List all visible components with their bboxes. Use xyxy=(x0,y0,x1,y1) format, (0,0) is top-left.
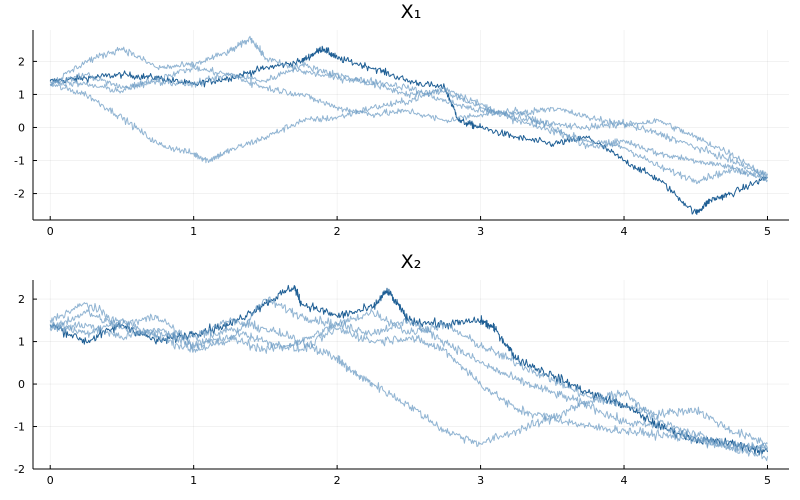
series-line xyxy=(49,296,768,462)
series-line xyxy=(49,302,768,451)
series-line xyxy=(49,62,768,181)
x-tick-label: 3 xyxy=(477,474,484,487)
series-line xyxy=(49,45,768,215)
subplot-x2: X₂ 0 1 2 3 4 5 2 1 0 -1 -2 xyxy=(14,251,789,487)
x-tick-label: 1 xyxy=(190,474,197,487)
y-tick-label: 1 xyxy=(18,88,25,101)
y-tick-label: 2 xyxy=(18,55,25,68)
y-tick-label: 2 xyxy=(18,293,25,306)
x-tick-label: 2 xyxy=(334,474,341,487)
series-line xyxy=(50,83,768,185)
y-tick-label: -1 xyxy=(14,421,25,434)
series-line xyxy=(49,308,768,446)
x-tick-label: 3 xyxy=(477,225,484,238)
y-tick-label: 0 xyxy=(18,121,25,134)
series-line xyxy=(49,72,768,183)
x-tick-label: 2 xyxy=(334,225,341,238)
x-tick-label: 5 xyxy=(764,474,771,487)
subplot-title: X₂ xyxy=(401,251,422,273)
y-tick-label: -2 xyxy=(14,188,25,201)
y-tick-label: 1 xyxy=(18,336,25,349)
subplot-title: X₁ xyxy=(401,1,422,23)
y-tick-label: 0 xyxy=(18,378,25,391)
x-tick-label: 0 xyxy=(47,474,54,487)
x-tick-label: 4 xyxy=(621,474,628,487)
series-line xyxy=(49,35,768,180)
y-tick-label: -2 xyxy=(14,463,25,476)
x-tick-label: 1 xyxy=(190,225,197,238)
series-line xyxy=(49,308,768,453)
series-line xyxy=(49,284,768,455)
x-tick-label: 0 xyxy=(47,225,54,238)
subplot-x1: X₁ 0 1 2 3 4 5 2 1 0 -1 -2 xyxy=(14,1,789,238)
y-tick-label: -1 xyxy=(14,155,25,168)
x-tick-label: 5 xyxy=(764,225,771,238)
x-tick-label: 4 xyxy=(621,225,628,238)
